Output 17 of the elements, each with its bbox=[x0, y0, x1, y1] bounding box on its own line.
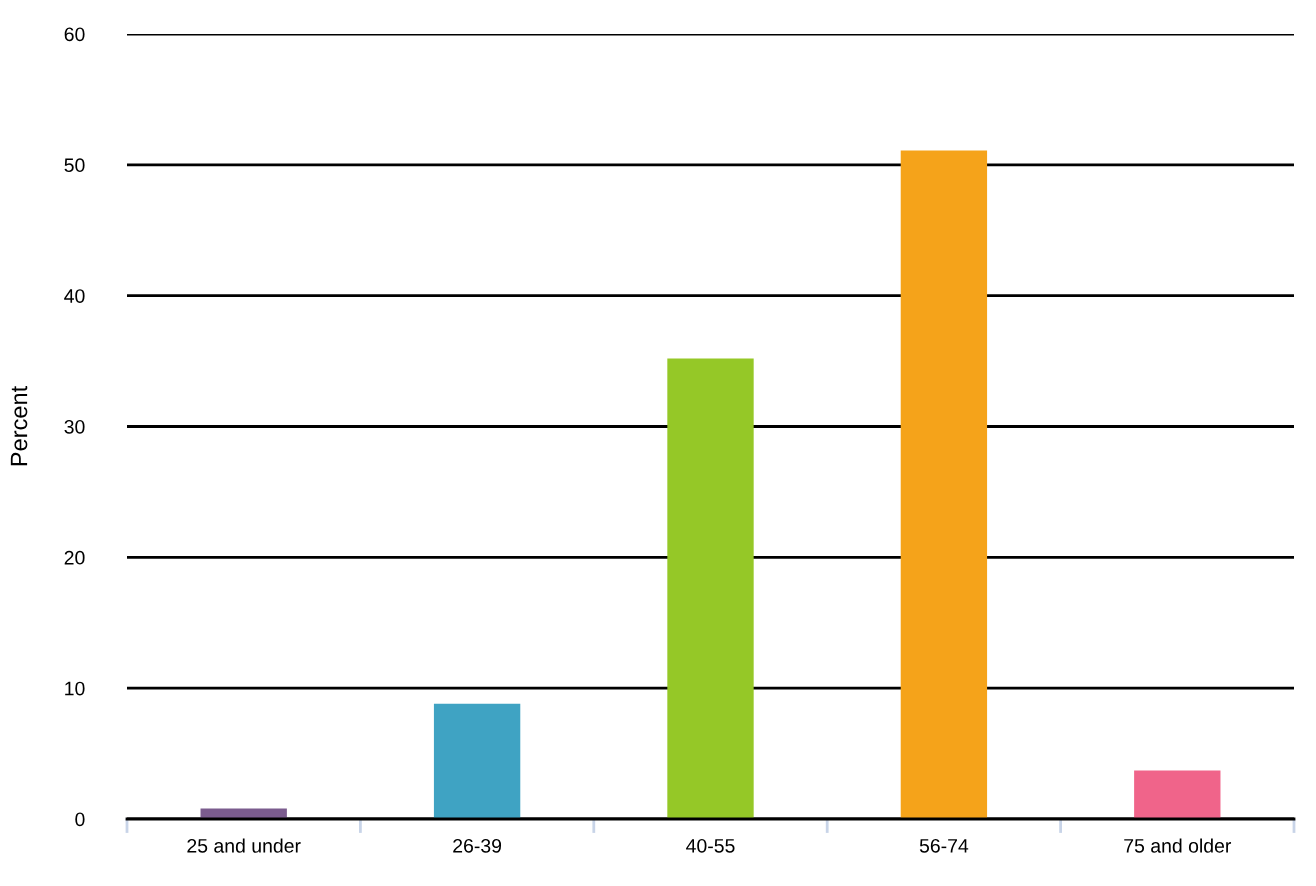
bar bbox=[1134, 770, 1221, 819]
y-tick-label: 30 bbox=[64, 419, 85, 434]
y-tick-label: 50 bbox=[64, 158, 85, 173]
bar bbox=[900, 150, 988, 819]
y-tick-label: 0 bbox=[75, 812, 85, 827]
y-axis-title: Percent bbox=[10, 385, 28, 466]
bar bbox=[433, 703, 521, 819]
x-tick-label: 26-39 bbox=[453, 838, 502, 853]
y-tick-label: 10 bbox=[65, 681, 85, 696]
x-tick-label: 75 and older bbox=[1124, 838, 1232, 853]
y-tick-label: 60 bbox=[64, 27, 85, 42]
x-tick-label: 56-74 bbox=[919, 838, 969, 853]
x-tick-label: 40-55 bbox=[686, 838, 735, 853]
y-tick-label: 40 bbox=[64, 289, 85, 303]
bar bbox=[667, 358, 754, 819]
x-tick-label: 25 and under bbox=[187, 838, 301, 853]
y-tick-label: 20 bbox=[64, 550, 85, 565]
